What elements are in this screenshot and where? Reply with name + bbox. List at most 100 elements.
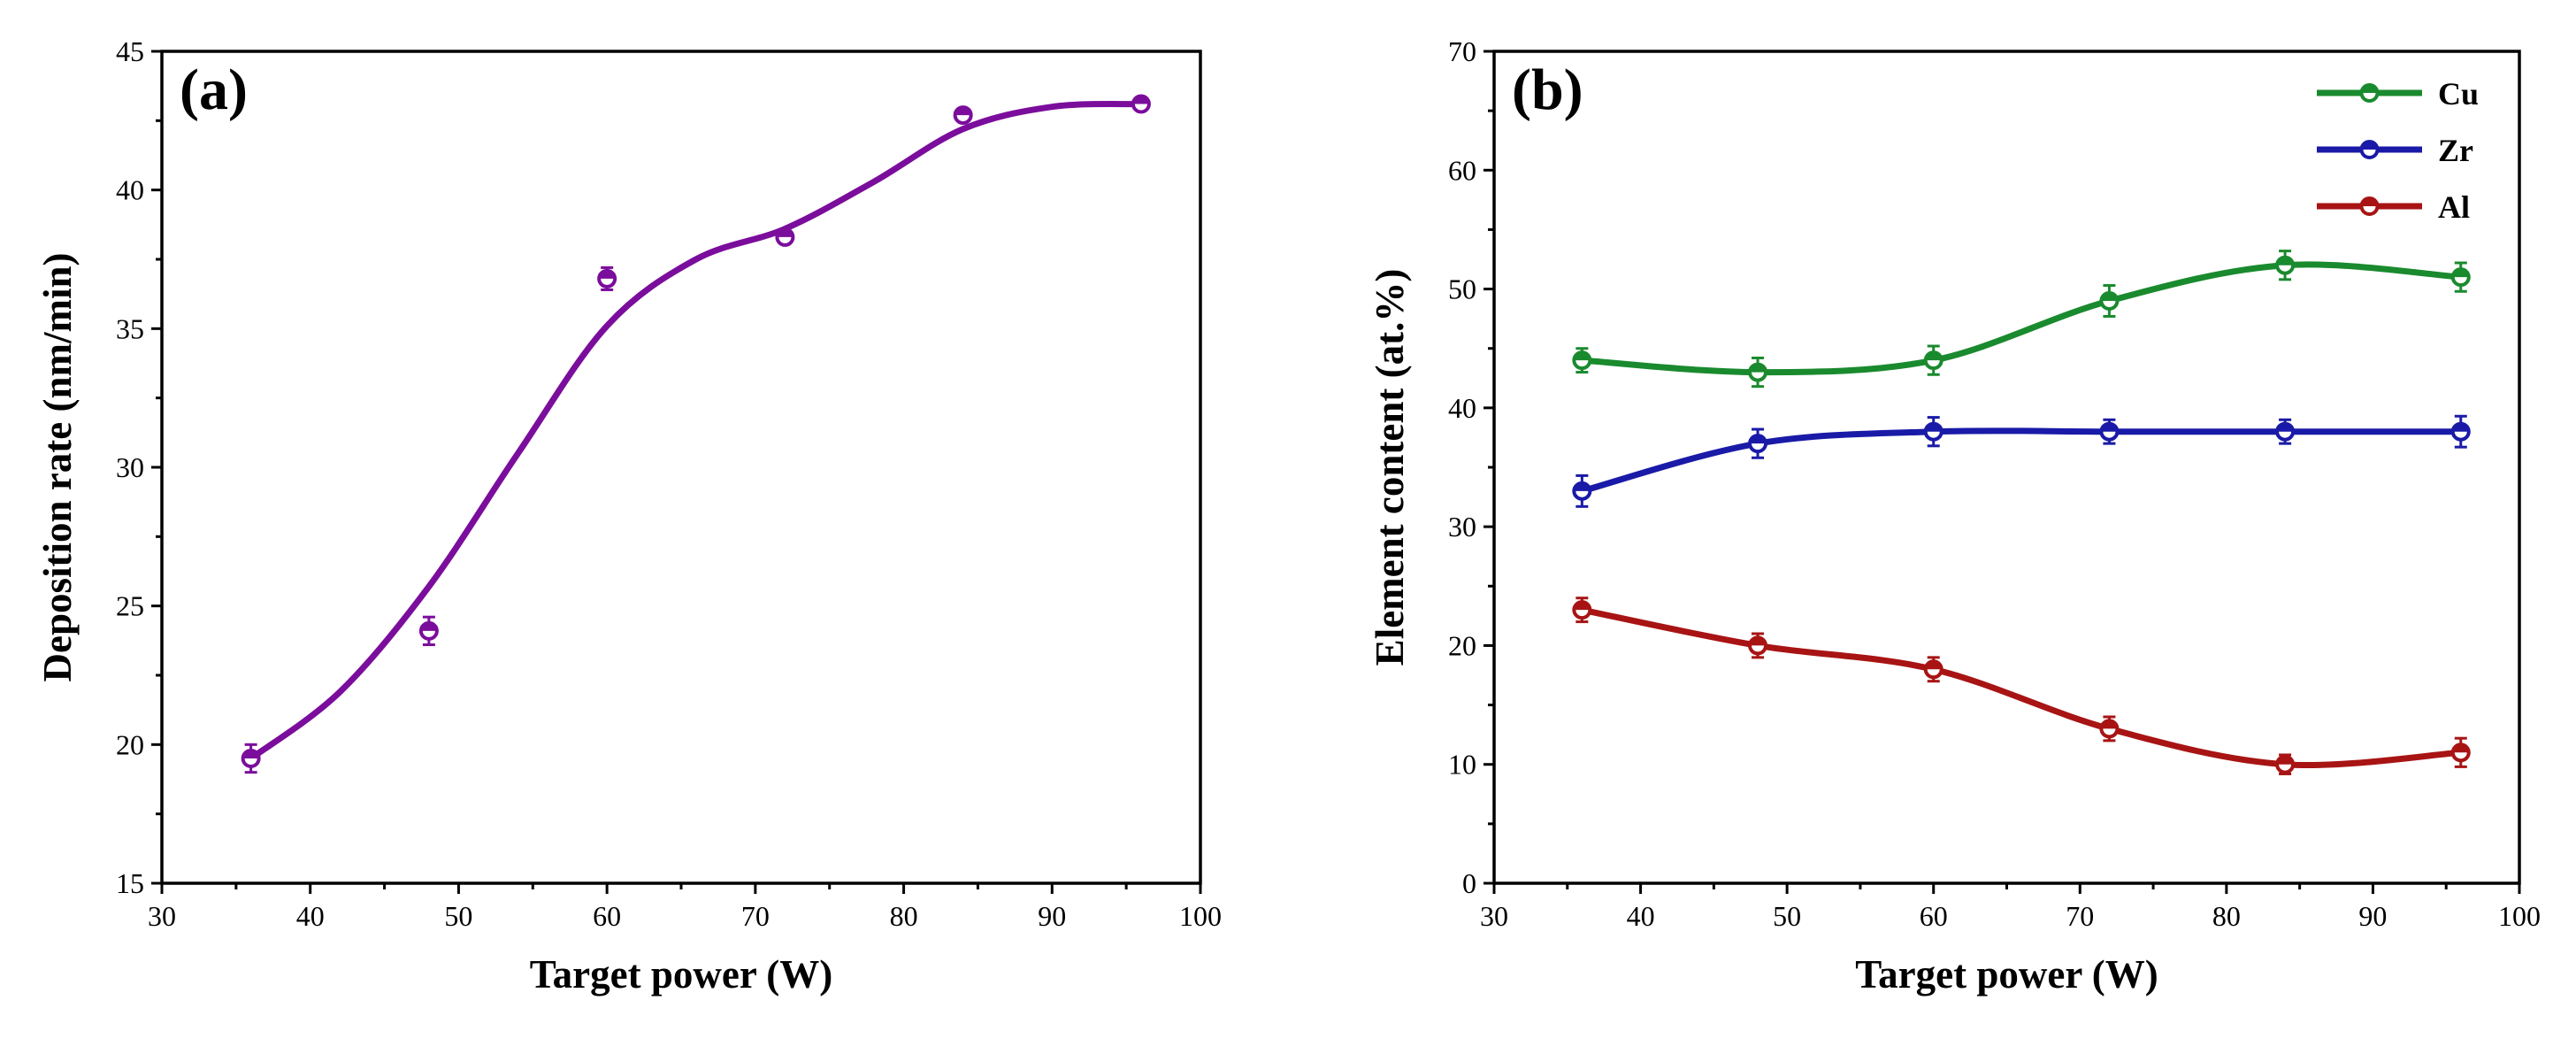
- marker-half-fill: [2101, 423, 2118, 432]
- data-point: [2099, 421, 2120, 442]
- y-tick-label: 25: [116, 590, 144, 622]
- x-tick-label: 70: [2066, 900, 2094, 932]
- marker-half-fill: [599, 270, 616, 279]
- legend-item-al: Al: [2317, 189, 2470, 225]
- x-tick-label: 80: [2212, 900, 2241, 932]
- y-tick-label: 30: [116, 451, 144, 483]
- x-tick-label: 100: [2498, 900, 2541, 932]
- marker-half-fill: [2452, 269, 2469, 278]
- x-tick-label: 80: [890, 900, 918, 932]
- y-tick-label: 45: [116, 35, 144, 67]
- data-point: [1572, 600, 1592, 620]
- data-point: [1572, 481, 1592, 501]
- legend-label: Zr: [2438, 133, 2473, 168]
- y-axis-title: Deposition rate (nm/min): [35, 253, 80, 682]
- x-tick-label: 40: [296, 900, 325, 932]
- y-tick-label: 60: [1448, 154, 1476, 186]
- series-line: [1578, 427, 2465, 495]
- plot-frame: [160, 50, 1202, 885]
- plot-frame: [1492, 50, 2521, 885]
- data-point: [1923, 659, 1944, 680]
- legend-item-zr: Zr: [2317, 133, 2473, 168]
- legend-label: Cu: [2438, 76, 2479, 112]
- series-al: [1572, 596, 2471, 775]
- legend: Cu Zr Al: [2317, 76, 2479, 225]
- data-point: [597, 268, 617, 289]
- x-tick-label: 30: [1480, 900, 1508, 932]
- data-point: [1572, 350, 1592, 371]
- y-tick-label: 40: [1448, 392, 1476, 424]
- data-point: [1923, 421, 1944, 442]
- y-tick-label: 50: [1448, 273, 1476, 305]
- series-line: [1578, 606, 2465, 769]
- data-point: [775, 227, 795, 247]
- x-axis-title: Target power (W): [530, 952, 832, 997]
- data-point: [1923, 350, 1944, 371]
- y-tick-label: 0: [1462, 867, 1476, 899]
- data-point: [1748, 635, 1768, 656]
- y-tick-label: 30: [1448, 511, 1476, 543]
- marker-half-fill: [1574, 602, 1591, 611]
- y-tick-label: 10: [1448, 749, 1476, 781]
- x-tick-label: 90: [1038, 900, 1066, 932]
- y-tick-label: 20: [116, 728, 144, 760]
- series-line: [1578, 261, 2465, 376]
- data-point: [2450, 743, 2471, 763]
- marker-half-fill: [242, 750, 259, 758]
- marker-half-fill: [2361, 85, 2378, 93]
- marker-half-fill: [1750, 364, 1767, 373]
- x-tick-label: 30: [148, 900, 176, 932]
- x-tick-label: 70: [741, 900, 770, 932]
- legend-marker: [2359, 196, 2380, 216]
- legend-item-cu: Cu: [2317, 76, 2479, 112]
- y-tick-label: 20: [1448, 629, 1476, 661]
- panel-a-deposition-rate-chart: 30 40 50 60 70 80 90 100 15 20 25 30 35 40 45 Target po…: [35, 35, 1222, 997]
- marker-half-fill: [2361, 198, 2378, 206]
- data-point: [241, 749, 261, 768]
- marker-half-fill: [777, 228, 794, 237]
- legend-marker: [2359, 140, 2380, 159]
- marker-half-fill: [1132, 96, 1149, 104]
- panel-label: (b): [1512, 58, 1583, 122]
- data-point: [2099, 719, 2120, 739]
- data-point: [1748, 362, 1768, 382]
- data-point: [2275, 255, 2296, 275]
- x-tick-label: 100: [1179, 900, 1222, 932]
- marker-half-fill: [1750, 435, 1767, 444]
- x-tick-label: 60: [593, 900, 621, 932]
- marker-half-fill: [1925, 423, 1942, 432]
- y-tick-label: 15: [116, 867, 144, 899]
- data-point: [2450, 267, 2471, 288]
- y-tick-label: 40: [116, 174, 144, 206]
- fit-curve: [248, 101, 1145, 762]
- data-point: [1131, 94, 1151, 114]
- y-axis-title: Element content (at.%): [1368, 269, 1412, 666]
- marker-half-fill: [1574, 482, 1591, 491]
- marker-half-fill: [2101, 293, 2118, 301]
- marker-half-fill: [1750, 637, 1767, 646]
- y-tick-label: 70: [1448, 35, 1476, 67]
- data-point: [2450, 421, 2471, 442]
- marker-half-fill: [2101, 720, 2118, 729]
- data-point: [418, 620, 439, 641]
- series-cu: [1572, 250, 2471, 389]
- marker-half-fill: [2277, 756, 2294, 765]
- x-tick-label: 60: [1920, 900, 1948, 932]
- data-point: [2099, 291, 2120, 311]
- legend-label: Al: [2438, 189, 2470, 225]
- marker-half-fill: [420, 622, 437, 631]
- series-zr: [1572, 414, 2471, 508]
- x-tick-label: 90: [2358, 900, 2387, 932]
- data-point: [2275, 421, 2296, 442]
- x-tick-label: 40: [1627, 900, 1655, 932]
- x-axis-title: Target power (W): [1855, 952, 2158, 997]
- data-point: [953, 105, 973, 126]
- x-tick-label: 50: [444, 900, 472, 932]
- marker-half-fill: [2452, 744, 2469, 753]
- panel-b-element-content-chart: 30 40 50 60 70 80 90 100 0 10 20 30 40 50 60 70 Target p…: [1368, 35, 2541, 997]
- marker-half-fill: [2277, 423, 2294, 432]
- data-point: [1748, 434, 1768, 454]
- legend-marker: [2359, 83, 2380, 103]
- marker-half-fill: [2452, 423, 2469, 432]
